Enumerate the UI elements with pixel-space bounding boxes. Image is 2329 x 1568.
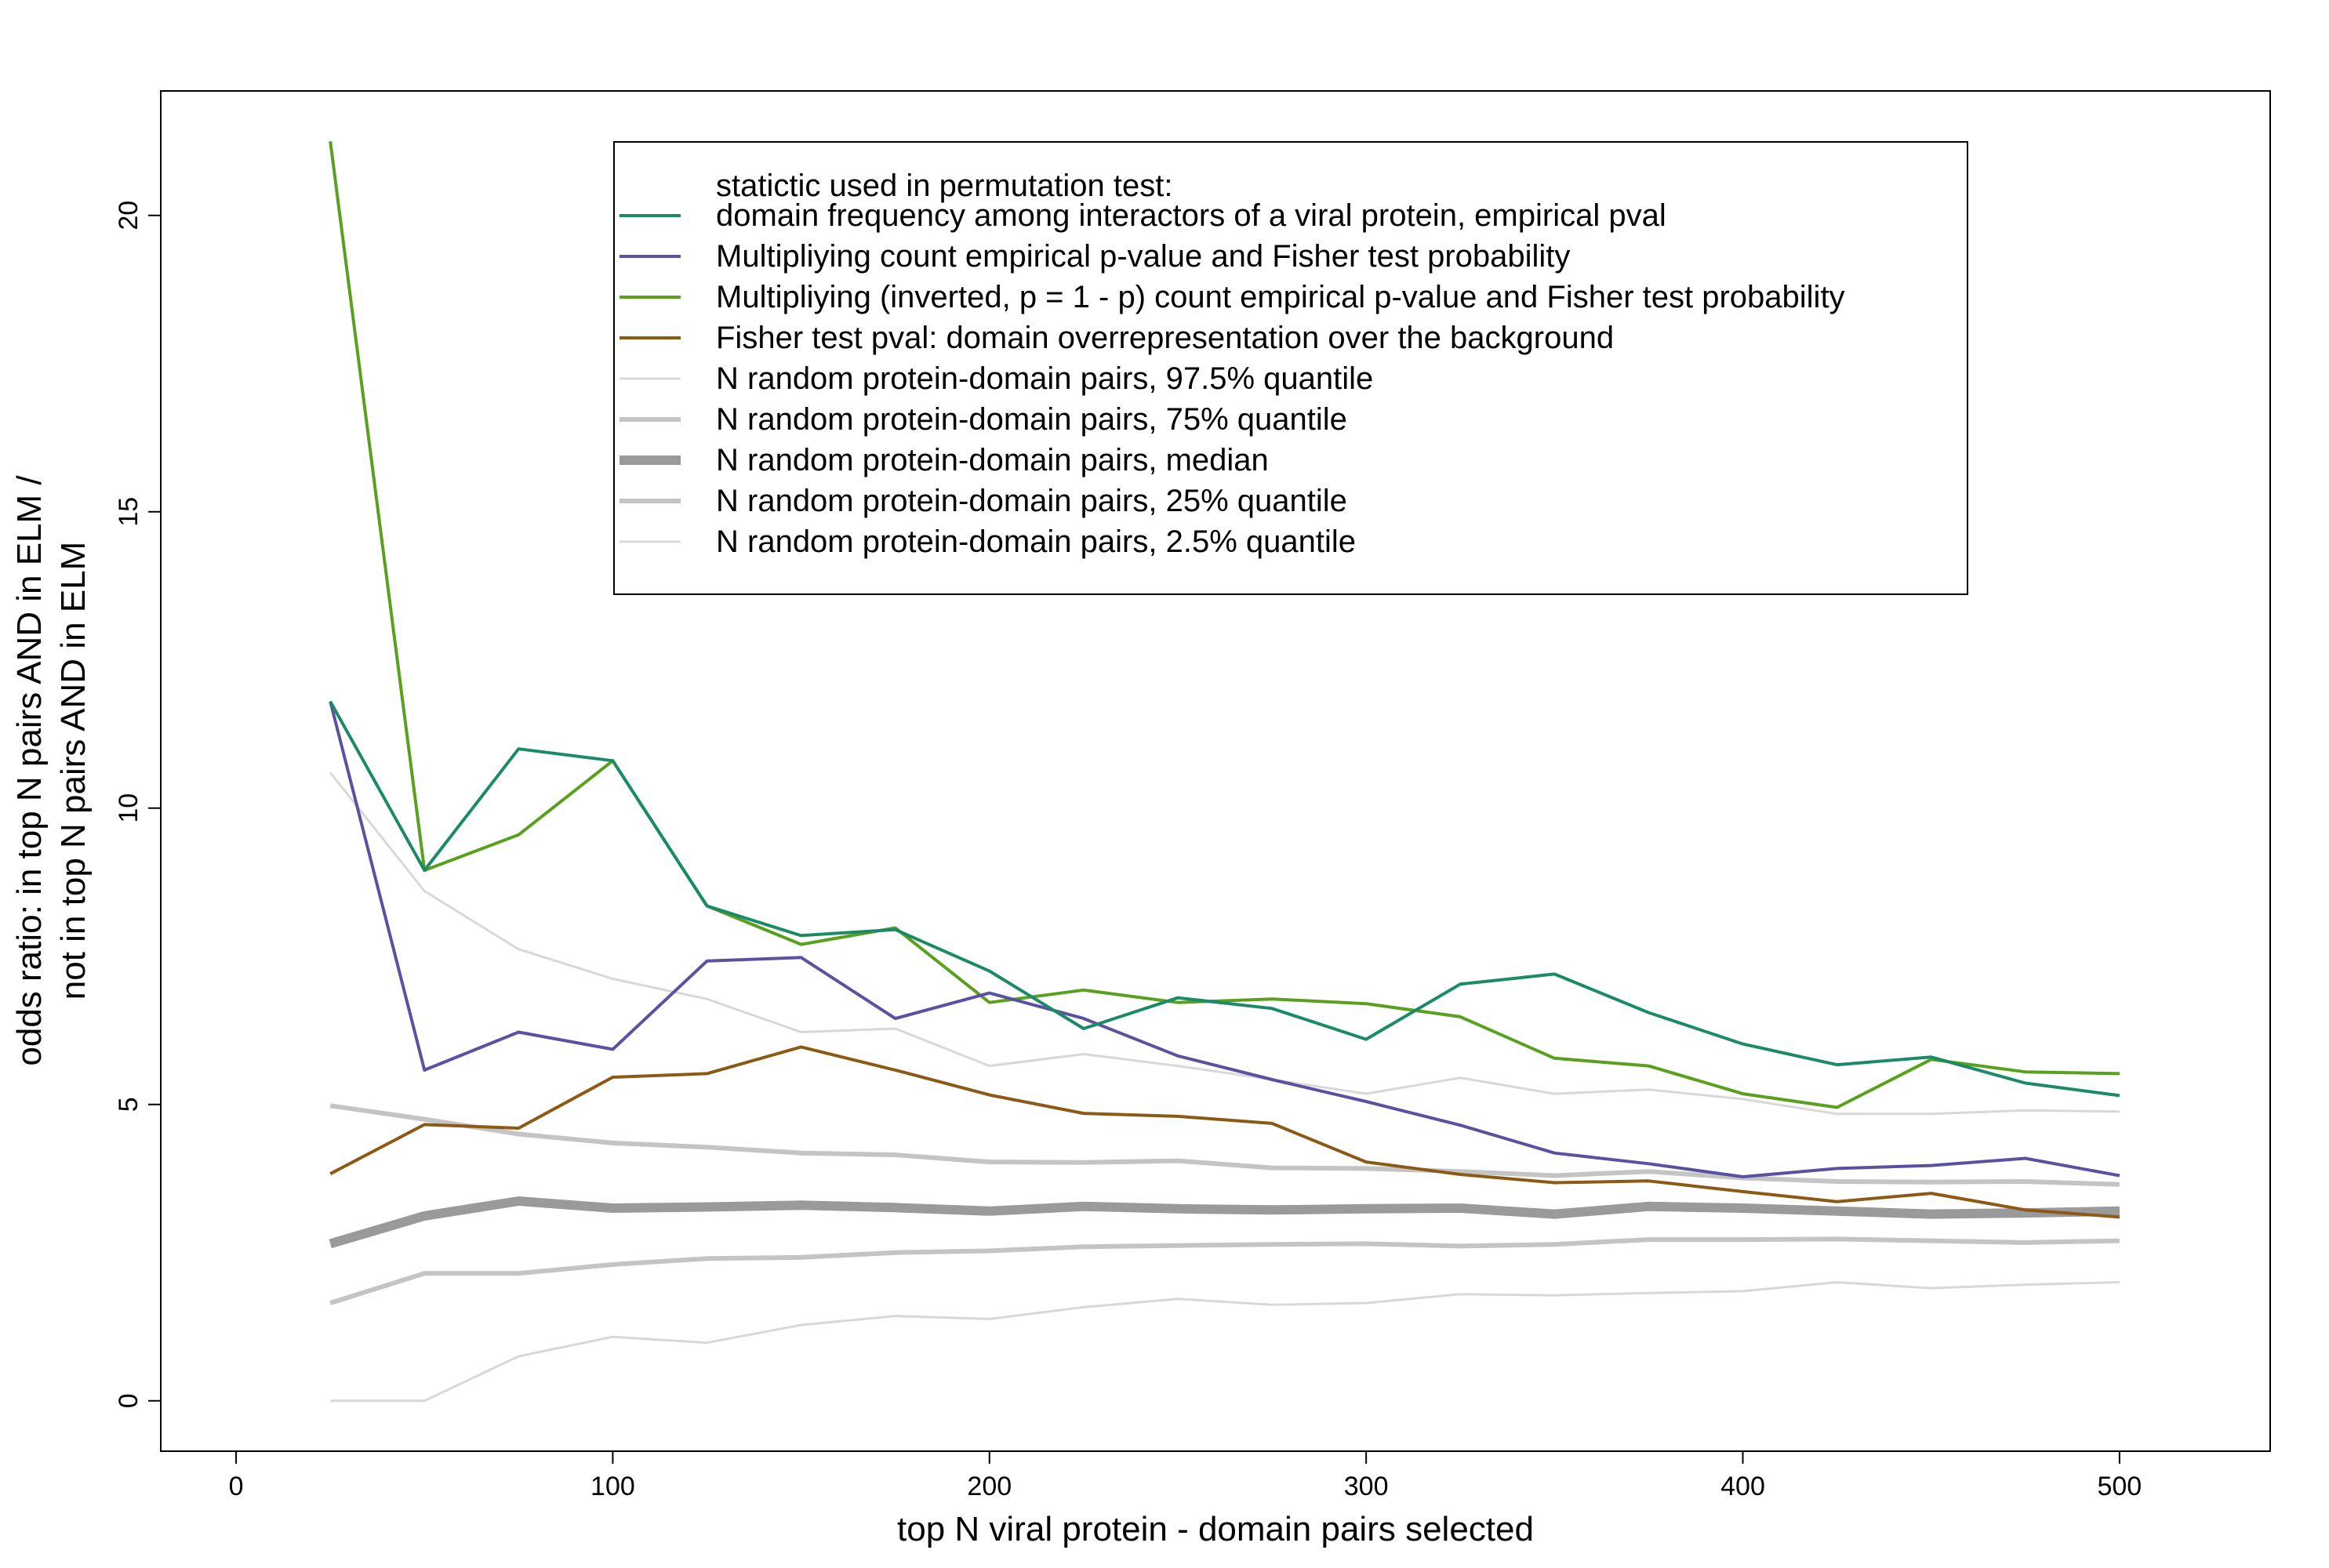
legend-label-4: Fisher test pval: domain overrepresentat… <box>716 321 1614 355</box>
series-line-9 <box>330 1281 2120 1403</box>
x-tick-label: 0 <box>229 1472 244 1501</box>
series-line-4 <box>329 1045 2120 1219</box>
y-tick-label: 0 <box>114 1393 144 1408</box>
series-line-2 <box>329 701 2120 1178</box>
y-axis-title-line-1: odds ratio: in top N pairs AND in ELM / <box>10 475 49 1066</box>
legend-label-9: N random protein-domain pairs, 2.5% quan… <box>716 524 1356 559</box>
series-line-7 <box>329 1196 2120 1249</box>
series-line-5 <box>329 771 2120 1116</box>
series-layer <box>329 141 2120 1403</box>
y-tick-label: 15 <box>114 497 144 527</box>
y-tick-label: 20 <box>114 201 144 230</box>
y-tick-label: 5 <box>114 1097 144 1112</box>
legend-label-7: N random protein-domain pairs, median <box>716 443 1269 477</box>
x-tick-label: 200 <box>967 1472 1012 1501</box>
x-tick-label: 500 <box>2097 1472 2142 1501</box>
y-axis-title-line-2: not in top N pairs AND in ELM <box>54 542 93 1000</box>
series-line-6 <box>329 1103 2120 1187</box>
legend-label-5: N random protein-domain pairs, 97.5% qua… <box>716 361 1373 396</box>
y-tick-label: 10 <box>114 793 144 823</box>
legend-items: domain frequency among interactors of a … <box>619 198 1845 559</box>
legend-label-8: N random protein-domain pairs, 25% quant… <box>716 484 1347 518</box>
legend-label-1: domain frequency among interactors of a … <box>716 198 1666 233</box>
legend-title: statictic used in permutation test: <box>716 169 1173 203</box>
x-tick-label: 300 <box>1344 1472 1389 1501</box>
x-axis: 0 100 200 300 400 500 <box>229 1450 2142 1501</box>
legend-label-6: N random protein-domain pairs, 75% quant… <box>716 402 1347 437</box>
x-tick-label: 400 <box>1720 1472 1765 1501</box>
legend-label-3: Multipliying (inverted, p = 1 - p) count… <box>716 280 1845 314</box>
y-axis: 0 5 10 15 20 <box>114 201 162 1408</box>
series-line-8 <box>329 1236 2120 1305</box>
x-tick-label: 100 <box>590 1472 635 1501</box>
legend-box <box>613 141 1968 595</box>
legend-label-2: Multipliying count empirical p-value and… <box>716 239 1570 274</box>
x-axis-title: top N viral protein - domain pairs selec… <box>897 1510 1534 1548</box>
series-line-1 <box>329 700 2120 1098</box>
legend: statictic used in permutation test: doma… <box>613 141 1968 595</box>
